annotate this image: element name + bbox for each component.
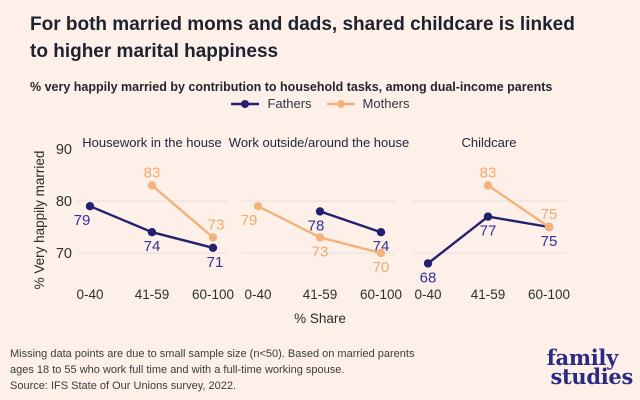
x-tick-label: 0-40 bbox=[244, 287, 271, 302]
data-point-label-mothers: 70 bbox=[373, 259, 390, 276]
data-point-mothers bbox=[315, 233, 325, 242]
legend-item-mothers: Mothers bbox=[326, 96, 410, 111]
footnote-line-2: ages 18 to 55 who work full time and wit… bbox=[10, 364, 345, 376]
logo-line-2: studies bbox=[550, 363, 633, 389]
legend-label-fathers: Fathers bbox=[267, 96, 312, 111]
legend-item-fathers: Fathers bbox=[230, 96, 312, 111]
fathers-line-marker-icon bbox=[231, 99, 260, 108]
data-point-label-mothers: 73 bbox=[312, 243, 329, 260]
data-point-label-fathers: 74 bbox=[144, 238, 161, 255]
y-tick-label: 80 bbox=[56, 194, 72, 210]
data-point-label-fathers: 75 bbox=[541, 233, 558, 250]
line-chart-panels: 90 80 70 % Very happily married % Share House… bbox=[32, 135, 570, 326]
data-point-label-fathers: 78 bbox=[308, 217, 325, 234]
data-point-label-mothers: 79 bbox=[241, 212, 258, 229]
x-tick-label: 60-100 bbox=[360, 287, 402, 302]
data-point-fathers bbox=[85, 202, 95, 211]
x-tick-label: 60-100 bbox=[528, 287, 570, 302]
x-tick-label: 41-59 bbox=[303, 287, 338, 302]
logo-line-1: family bbox=[546, 345, 619, 370]
data-point-mothers bbox=[253, 202, 263, 211]
x-tick-label: 41-59 bbox=[135, 287, 170, 302]
x-tick-label: 41-59 bbox=[471, 287, 506, 302]
footnote-line-1: Missing data points are due to small sam… bbox=[10, 348, 415, 360]
series-line-fathers bbox=[318, 210, 383, 234]
data-point-fathers bbox=[376, 228, 386, 237]
chart-title: For both married moms and dads, shared c… bbox=[30, 11, 575, 65]
data-point-label-fathers: 79 bbox=[74, 212, 91, 229]
footnote-line-3: Source: IFS State of Our Unions survey, … bbox=[10, 380, 237, 392]
panel-title: Housework in the house bbox=[82, 135, 221, 150]
data-point-label-fathers: 68 bbox=[420, 269, 437, 286]
mothers-line-marker-icon bbox=[326, 99, 355, 108]
data-point-mothers bbox=[483, 181, 493, 190]
legend-label-mothers: Mothers bbox=[362, 96, 410, 111]
chart-title-line-1: For both married moms and dads, shared c… bbox=[30, 14, 575, 35]
x-tick-label: 60-100 bbox=[192, 287, 234, 302]
data-point-label-fathers: 71 bbox=[207, 254, 224, 271]
data-point-mothers bbox=[147, 181, 157, 190]
family-studies-logo: family studies bbox=[546, 345, 634, 389]
x-axis-title: % Share bbox=[294, 311, 346, 326]
panel-title: Childcare bbox=[462, 135, 517, 150]
footnote: Missing data points are due to small sam… bbox=[10, 346, 414, 394]
data-point-fathers bbox=[483, 212, 493, 221]
data-point-mothers bbox=[376, 248, 386, 258]
data-point-label-mothers: 73 bbox=[208, 216, 225, 233]
data-point-label-mothers: 83 bbox=[480, 164, 497, 181]
data-point-mothers bbox=[208, 233, 218, 242]
data-point-label-mothers: 83 bbox=[144, 164, 161, 181]
y-tick-label: 90 bbox=[56, 142, 72, 158]
data-point-fathers bbox=[315, 207, 325, 216]
chart-subtitle: % very happily married by contribution t… bbox=[30, 80, 553, 94]
chart-title-line-2: to higher marital happiness bbox=[30, 41, 279, 62]
data-point-fathers bbox=[147, 228, 157, 237]
data-point-fathers bbox=[208, 243, 218, 252]
data-point-fathers bbox=[423, 259, 433, 268]
chart-legend: Fathers Mothers bbox=[0, 96, 640, 111]
y-axis-title: % Very happily married bbox=[32, 151, 47, 290]
data-point-label-fathers: 77 bbox=[480, 223, 497, 240]
data-point-mothers bbox=[544, 222, 554, 232]
data-point-label-mothers: 75 bbox=[541, 206, 558, 223]
series-line-mothers bbox=[150, 184, 215, 239]
panel-title: Work outside/around the house bbox=[229, 135, 409, 150]
x-tick-label: 0-40 bbox=[76, 287, 103, 302]
x-tick-label: 0-40 bbox=[414, 287, 441, 302]
series-line-mothers bbox=[486, 184, 551, 229]
y-tick-label: 70 bbox=[56, 246, 72, 262]
